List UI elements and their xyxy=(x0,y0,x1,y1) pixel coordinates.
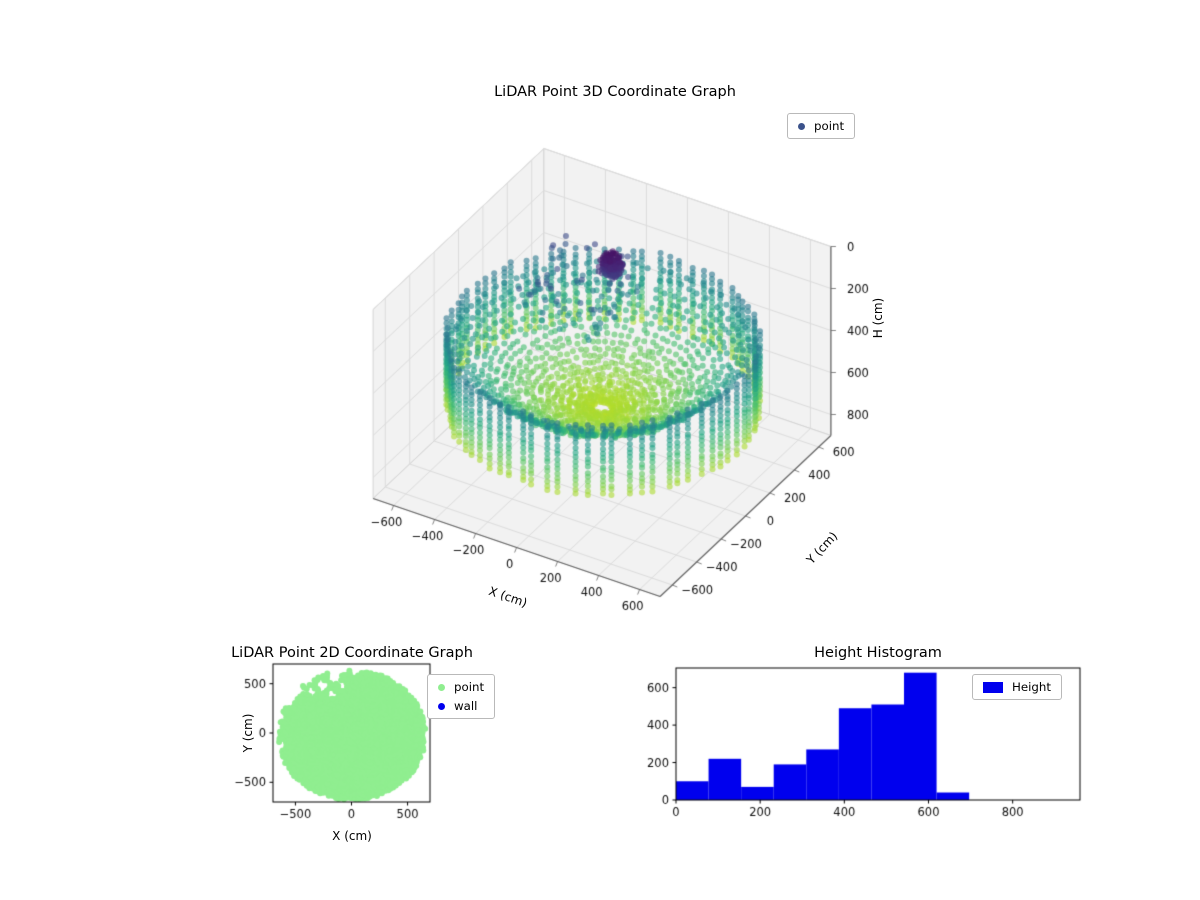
legend-label-wall: wall xyxy=(454,699,478,713)
plot2d-title: LiDAR Point 2D Coordinate Graph xyxy=(231,645,473,661)
plot2d-yaxis-label: Y (cm) xyxy=(241,713,255,753)
point-marker-icon xyxy=(438,683,445,691)
height-swatch-icon xyxy=(983,681,1003,693)
legend-entry-height: Height xyxy=(983,680,1051,694)
plot3d-zaxis-label: H (cm) xyxy=(871,297,885,339)
plot3d-legend: point xyxy=(787,113,856,139)
legend-entry-wall: wall xyxy=(438,699,484,713)
legend-label-point: point xyxy=(454,680,485,694)
plot2d-legend: point wall xyxy=(427,674,496,719)
legend-label-point: point xyxy=(814,119,845,133)
legend-entry-point: point xyxy=(438,680,484,694)
histogram-title: Height Histogram xyxy=(814,645,942,661)
point-marker-icon xyxy=(798,122,805,130)
plot3d-title: LiDAR Point 3D Coordinate Graph xyxy=(494,84,736,100)
legend-entry-point: point xyxy=(798,119,844,133)
wall-marker-icon xyxy=(438,702,445,710)
plot2d-xaxis-label: X (cm) xyxy=(332,829,372,843)
legend-label-height: Height xyxy=(1012,680,1051,694)
histogram-legend: Height xyxy=(972,674,1062,700)
